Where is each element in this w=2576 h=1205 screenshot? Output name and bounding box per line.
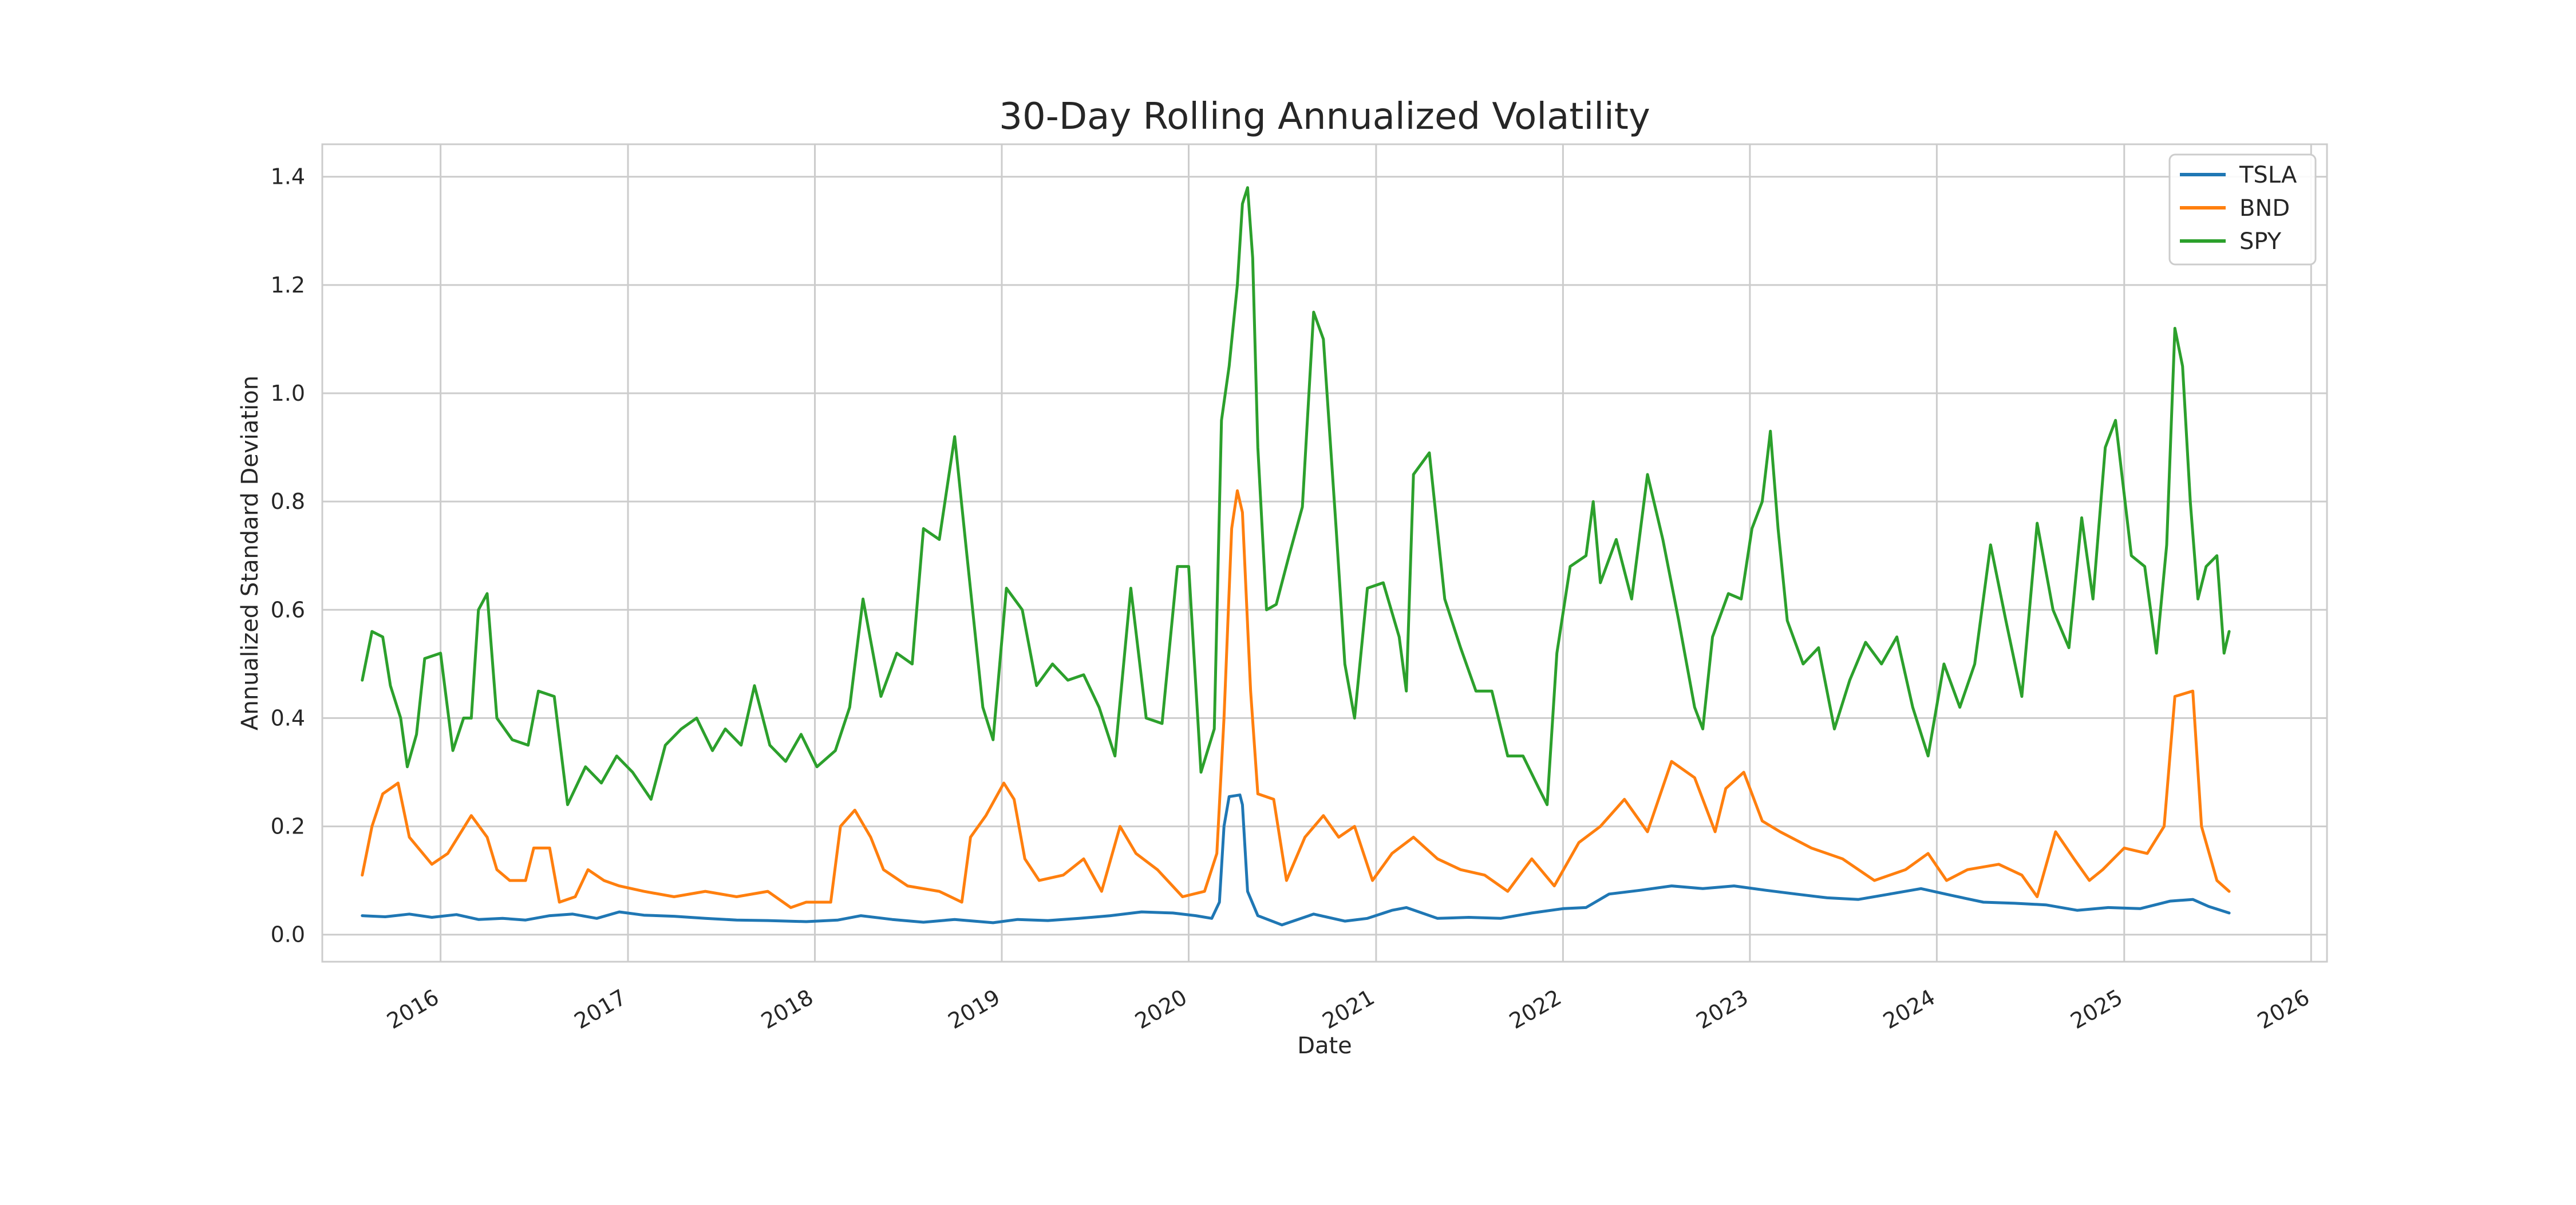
plot-border xyxy=(321,143,2328,963)
y-axis-label: Annualized Standard Deviation xyxy=(237,376,263,730)
y-tick-label: 0.4 xyxy=(271,705,305,730)
grid xyxy=(322,144,2327,962)
y-tick-label: 0.6 xyxy=(271,597,305,622)
y-tick-labels: 0.0 0.2 0.4 0.6 0.8 1.0 1.2 1.4 xyxy=(271,164,305,947)
y-tick-label: 1.0 xyxy=(271,381,305,406)
y-tick-label: 0.2 xyxy=(271,814,305,839)
y-tick-label: 0.0 xyxy=(271,922,305,947)
y-tick-label: 0.8 xyxy=(271,489,305,514)
series-line-bnd xyxy=(361,489,2231,909)
legend-label-spy: SPY xyxy=(2239,228,2282,255)
y-tick-label: 1.4 xyxy=(271,164,305,189)
x-axis-label: Date xyxy=(1297,1033,1352,1059)
legend-frame xyxy=(2168,153,2317,266)
series-line-tsla xyxy=(361,793,2231,927)
legend-label-tsla: TSLA xyxy=(2239,162,2297,188)
legend-label-bnd: BND xyxy=(2239,195,2290,222)
series-line-spy xyxy=(361,186,2231,807)
series-lines xyxy=(361,186,2231,927)
chart-title: 30-Day Rolling Annualized Volatility xyxy=(999,96,1650,138)
legend: TSLA BND SPY xyxy=(2168,153,2317,266)
y-tick-label: 1.2 xyxy=(271,272,305,298)
legend-items: TSLA BND SPY xyxy=(2180,162,2297,255)
